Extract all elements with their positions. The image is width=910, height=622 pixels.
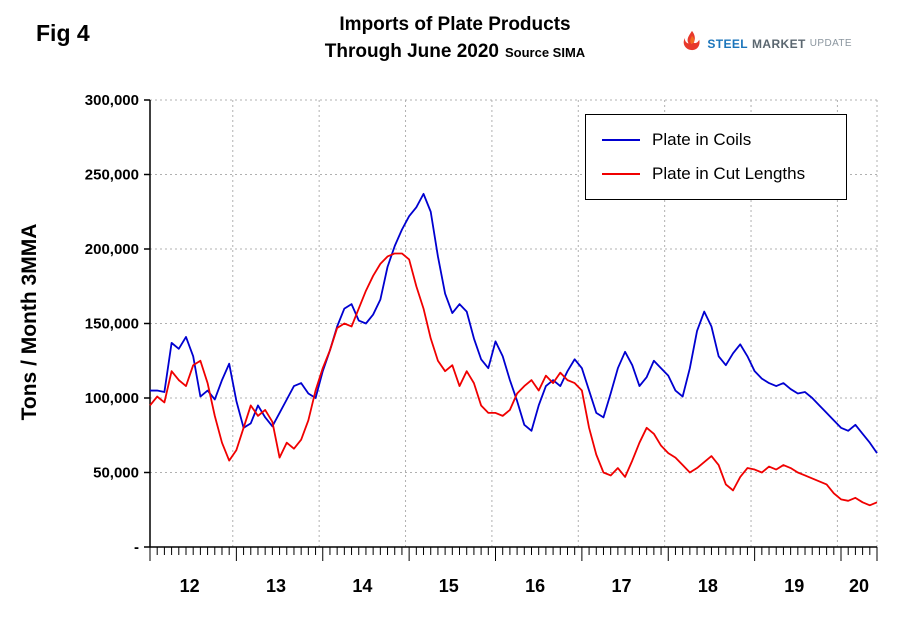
source-label: Source SIMA [505, 45, 586, 60]
smu-logo: STEEL MARKET UPDATE [681, 30, 852, 57]
title-block: Imports of Plate Products Through June 2… [0, 14, 910, 63]
legend: Plate in Coils Plate in Cut Lengths [585, 114, 847, 200]
chart-subtitle-text: Through June 2020 [324, 41, 499, 62]
fig-label: Fig 4 [36, 20, 90, 46]
legend-line-swatch-coils [602, 138, 640, 141]
svg-text:100,000: 100,000 [85, 390, 139, 407]
chart-title: Imports of Plate Products [339, 14, 571, 35]
svg-text:300,000: 300,000 [85, 92, 139, 109]
chart-subtitle: Through June 2020 Source SIMA [0, 41, 910, 63]
logo-update: UPDATE [809, 38, 852, 49]
legend-item-cut-lengths: Plate in Cut Lengths [602, 164, 846, 184]
svg-text:13: 13 [266, 576, 286, 596]
legend-label-cut-lengths: Plate in Cut Lengths [652, 164, 806, 184]
svg-text:16: 16 [525, 576, 545, 596]
svg-text:-: - [134, 539, 139, 556]
svg-text:19: 19 [784, 576, 804, 596]
svg-text:15: 15 [439, 576, 459, 596]
legend-item-coils: Plate in Coils [602, 130, 846, 150]
flame-icon [681, 30, 703, 57]
legend-line-swatch-cut-lengths [602, 173, 640, 176]
svg-text:200,000: 200,000 [85, 241, 139, 258]
svg-text:150,000: 150,000 [85, 316, 139, 333]
logo-market: MARKET [752, 36, 806, 51]
svg-text:17: 17 [611, 576, 631, 596]
svg-text:18: 18 [698, 576, 718, 596]
svg-text:250,000: 250,000 [85, 167, 139, 184]
svg-text:12: 12 [180, 576, 200, 596]
svg-text:14: 14 [352, 576, 372, 596]
legend-label-coils: Plate in Coils [652, 129, 752, 149]
svg-text:50,000: 50,000 [93, 465, 139, 482]
svg-text:20: 20 [849, 576, 869, 596]
logo-steel: STEEL [707, 36, 749, 51]
